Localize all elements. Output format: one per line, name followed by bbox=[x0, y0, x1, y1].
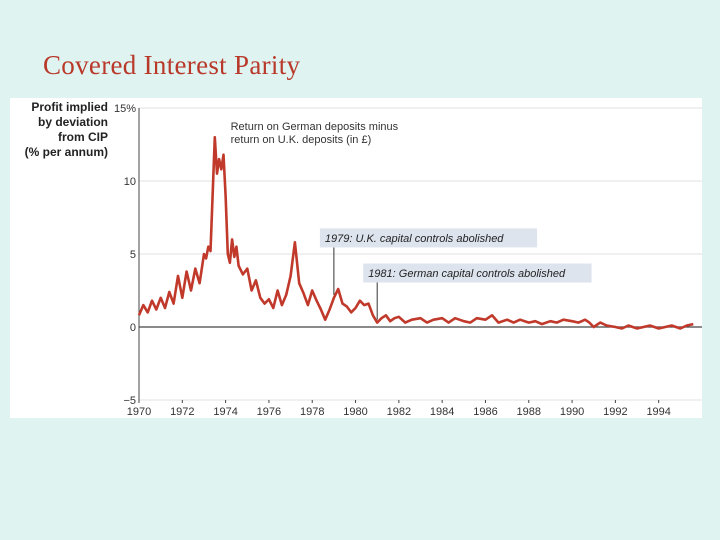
line-chart: −5 0 5 10 15% 1970 1972 1974 1976 1978 1980 1982 198… bbox=[114, 103, 702, 418]
x-tick-label: 1986 bbox=[473, 406, 497, 418]
chart-panel: Profit implied by deviation from CIP (% … bbox=[10, 98, 702, 418]
slide-title: Covered Interest Parity bbox=[43, 50, 301, 80]
y-tick-label: −5 bbox=[123, 395, 136, 407]
x-tick-label: 1984 bbox=[430, 406, 454, 418]
x-tick-label: 1972 bbox=[170, 406, 194, 418]
annotation-label-2: 1981: German capital controls abolished bbox=[368, 268, 566, 280]
y-tick-label: 10 bbox=[124, 176, 136, 188]
annotation-box bbox=[363, 263, 592, 283]
y-tick-label: 5 bbox=[130, 249, 136, 261]
annotation-box bbox=[319, 228, 538, 248]
annotation-label-1: 1979: U.K. capital controls abolished bbox=[325, 233, 504, 245]
x-tick-label: 1982 bbox=[387, 406, 411, 418]
x-tick-label: 1994 bbox=[646, 406, 670, 418]
annotation-label-0: return on U.K. deposits (in £) bbox=[231, 134, 372, 146]
x-tick-label: 1970 bbox=[127, 406, 151, 418]
x-tick-label: 1976 bbox=[257, 406, 281, 418]
x-tick-label: 1992 bbox=[603, 406, 627, 418]
series-line-0 bbox=[137, 135, 694, 330]
y-tick-label: 0 bbox=[130, 322, 136, 334]
x-tick-label: 1980 bbox=[343, 406, 367, 418]
x-tick-label: 1978 bbox=[300, 406, 324, 418]
x-tick-label: 1990 bbox=[560, 406, 584, 418]
x-tick-label: 1974 bbox=[213, 406, 237, 418]
annotation-label-0: Return on German deposits minus bbox=[231, 121, 399, 133]
y-axis-label: Profit implied by deviation from CIP (% … bbox=[24, 100, 108, 159]
x-tick-label: 1988 bbox=[517, 406, 541, 418]
y-tick-label: 15% bbox=[114, 103, 136, 115]
